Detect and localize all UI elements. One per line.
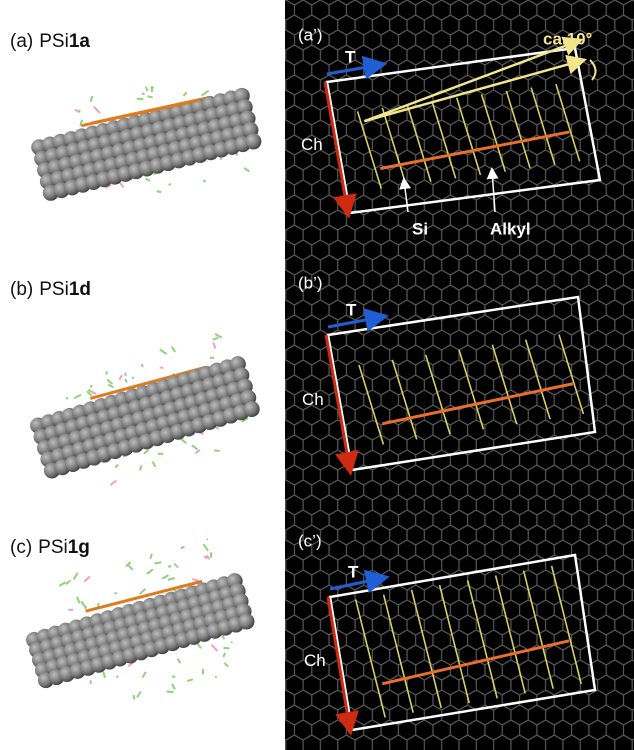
panel-letter: (c) bbox=[10, 537, 32, 558]
map-panel-label: (b’) bbox=[298, 273, 323, 292]
bond bbox=[134, 695, 135, 700]
alkyl-annotation: Alkyl bbox=[490, 219, 531, 238]
panel-label: (a) PSi1a bbox=[10, 31, 90, 52]
figure: (a)PSi1a(a’)TChca.10°SiAlkyl(b)PSi1d(b’)… bbox=[0, 0, 634, 750]
bond bbox=[132, 377, 133, 379]
bond bbox=[91, 385, 92, 387]
panel-letter: (b) bbox=[10, 279, 33, 300]
bond bbox=[172, 676, 176, 677]
bond bbox=[157, 191, 161, 192]
panel-label: (c) PSi1g bbox=[10, 537, 90, 558]
compound-number: 1a bbox=[69, 31, 91, 52]
bond bbox=[154, 562, 161, 563]
bond bbox=[231, 642, 232, 643]
bond bbox=[142, 364, 143, 367]
map-panel-label: (c’) bbox=[298, 531, 322, 550]
panel-letter: (a) bbox=[10, 31, 33, 52]
t-label: T bbox=[345, 47, 356, 66]
bond bbox=[204, 180, 206, 182]
bond bbox=[152, 87, 153, 92]
panel-label: (b) PSi1d bbox=[10, 279, 91, 300]
angle-annotation: ca.10° bbox=[543, 29, 593, 48]
bond bbox=[181, 547, 185, 548]
compound-number: 1d bbox=[69, 279, 91, 300]
bond bbox=[137, 99, 144, 100]
carbon-atom bbox=[245, 133, 261, 149]
carbon-atom bbox=[238, 613, 254, 629]
bond bbox=[207, 539, 208, 540]
map-panel-label: (a’) bbox=[298, 25, 323, 44]
bond bbox=[167, 692, 174, 693]
compound-prefix: PSi bbox=[39, 279, 69, 300]
carbon-atom bbox=[244, 401, 260, 417]
t-label: T bbox=[348, 562, 359, 581]
bond bbox=[140, 465, 141, 470]
si-annotation: Si bbox=[412, 219, 428, 238]
compound-number: 1g bbox=[68, 537, 90, 558]
bond bbox=[169, 184, 171, 185]
bond bbox=[147, 96, 152, 97]
t-label: T bbox=[346, 300, 357, 319]
ch-label: Ch bbox=[301, 135, 323, 154]
bond bbox=[106, 371, 107, 374]
compound-prefix: PSi bbox=[39, 31, 69, 52]
ch-label: Ch bbox=[302, 390, 324, 409]
compound-prefix: PSi bbox=[38, 537, 68, 558]
ch-label: Ch bbox=[304, 651, 326, 670]
